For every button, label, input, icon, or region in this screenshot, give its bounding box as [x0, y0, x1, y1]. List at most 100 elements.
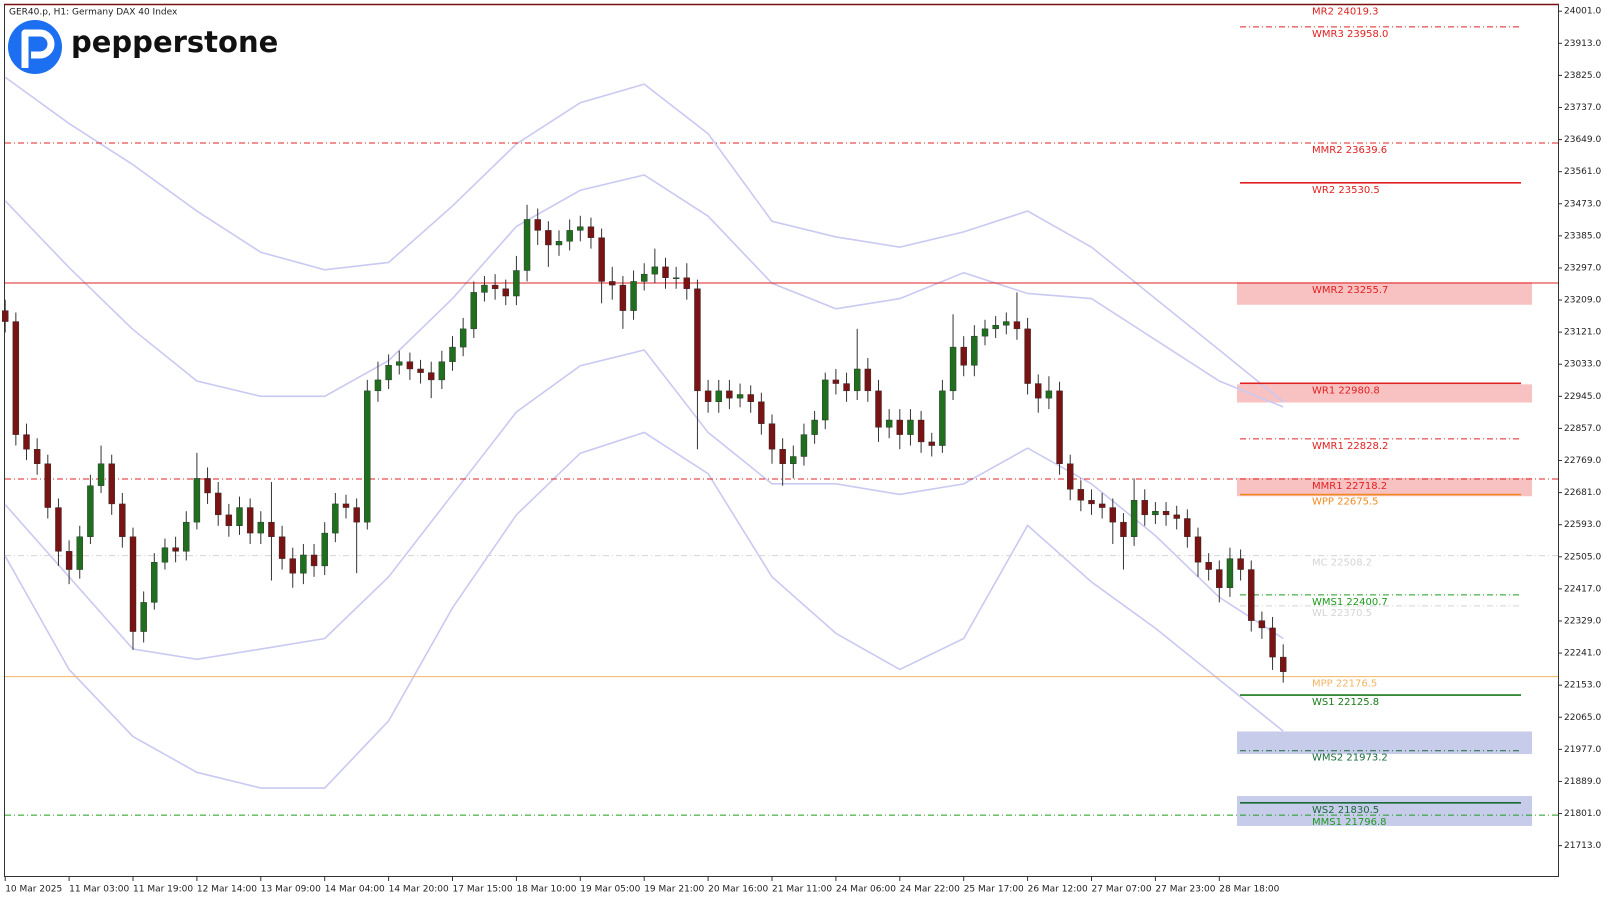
candle-body [119, 503, 126, 537]
candle-body [236, 507, 243, 526]
x-tick-label: 12 Mar 14:00 [197, 885, 257, 895]
y-tick-label: 23473.0 [1564, 199, 1601, 209]
y-tick-label: 23913.0 [1564, 39, 1601, 49]
y-tick-label: 22329.0 [1564, 616, 1601, 626]
y-tick-label: 23121.0 [1564, 328, 1601, 338]
candle-body [417, 368, 424, 373]
candle-body [1258, 620, 1266, 629]
candle-body [1130, 500, 1138, 537]
candle-body [406, 361, 414, 370]
candle-body [896, 419, 903, 435]
candle-body [1279, 656, 1287, 672]
candle-body [1184, 518, 1191, 537]
level-label: MR2 24019.3 [1312, 7, 1378, 18]
x-tick-label: 10 Mar 2025 [5, 885, 62, 895]
candle-body [534, 219, 541, 231]
candle-body [214, 492, 222, 516]
y-tick-label: 22945.0 [1564, 392, 1601, 402]
level-label: MMR2 23639.6 [1312, 145, 1387, 156]
candle-body [822, 379, 829, 421]
candle-body [108, 463, 115, 505]
candle-body [917, 419, 925, 443]
candle-body [246, 507, 254, 534]
candle-body [1226, 558, 1234, 588]
y-tick-label: 23209.0 [1564, 296, 1601, 306]
candle-body [641, 273, 648, 282]
candle-body [1173, 514, 1180, 519]
x-tick-label: 27 Mar 23:00 [1155, 885, 1215, 895]
y-tick-label: 22857.0 [1564, 424, 1601, 434]
candle-body [854, 368, 861, 392]
level-label: WPP 22675.5 [1312, 497, 1378, 508]
candle-body [332, 503, 339, 534]
candle-body [566, 230, 573, 242]
x-tick-label: 19 Mar 21:00 [644, 885, 704, 895]
candle-body [396, 361, 403, 366]
chart-title: GER40.p, H1: Germany DAX 40 Index [9, 8, 178, 18]
candle-body [704, 390, 712, 402]
candle-body [2, 310, 9, 322]
level-label: WMR1 22828.2 [1312, 441, 1388, 452]
candles [2, 204, 1287, 683]
zone [1237, 796, 1532, 826]
candle-body [1088, 500, 1095, 505]
candle-body [1205, 562, 1212, 570]
candle-body [545, 230, 552, 246]
candle-body [44, 463, 51, 508]
candle-body [76, 536, 83, 570]
candle-body [278, 536, 286, 559]
zone [1237, 384, 1532, 403]
candle-body [1024, 328, 1031, 384]
candle-body [481, 284, 488, 293]
y-tick-label: 22153.0 [1564, 681, 1601, 691]
logo-text: pepperstone [71, 25, 278, 59]
level-label: WR2 23530.5 [1312, 185, 1380, 196]
candle-body [1003, 321, 1010, 326]
candle-body [342, 503, 350, 508]
candle-body [779, 449, 786, 464]
x-tick-label: 20 Mar 16:00 [708, 885, 768, 895]
x-tick-label: 11 Mar 19:00 [133, 885, 193, 895]
candle-body [300, 554, 307, 574]
candle-body [1056, 390, 1063, 464]
candle-body [971, 335, 978, 366]
candle-body [1077, 489, 1085, 501]
candle-body [864, 368, 872, 392]
level-label: MMR1 22718.2 [1312, 481, 1387, 492]
candle-body [449, 346, 456, 362]
y-tick-label: 21889.0 [1564, 777, 1601, 787]
y-tick-label: 23561.0 [1564, 167, 1601, 177]
candle-body [768, 423, 776, 450]
x-tick-label: 14 Mar 04:00 [325, 885, 385, 895]
y-tick-label: 22417.0 [1564, 584, 1601, 594]
candle-body [694, 288, 701, 392]
candle-body [715, 390, 722, 402]
x-tick-label: 11 Mar 03:00 [69, 885, 129, 895]
x-tick-label: 14 Mar 20:00 [389, 885, 449, 895]
candle-body [736, 394, 744, 399]
y-tick-label: 22593.0 [1564, 520, 1601, 530]
level-label: WL 22370.5 [1312, 608, 1372, 619]
candle-body [555, 241, 563, 246]
candle-body [459, 328, 467, 348]
y-tick-label: 22769.0 [1564, 456, 1601, 466]
candle-body [438, 361, 446, 381]
candle-body [992, 325, 999, 330]
x-tick-label: 26 Mar 12:00 [1028, 885, 1088, 895]
candle-body [385, 365, 392, 381]
x-tick-label: 13 Mar 09:00 [261, 885, 321, 895]
x-tick-label: 25 Mar 17:00 [964, 885, 1024, 895]
candle-body [577, 226, 584, 231]
candle-body [683, 277, 690, 289]
candle-body [1035, 383, 1042, 399]
candle-body [151, 562, 158, 603]
candle-body [1162, 511, 1170, 516]
candle-body [204, 478, 211, 494]
candle-body [619, 284, 627, 311]
candle-body [651, 266, 659, 275]
zone [1237, 478, 1532, 497]
level-label: WR1 22980.8 [1312, 385, 1380, 396]
candle-body [353, 507, 360, 523]
candle-body [1045, 390, 1053, 399]
band-line [4, 431, 1284, 789]
